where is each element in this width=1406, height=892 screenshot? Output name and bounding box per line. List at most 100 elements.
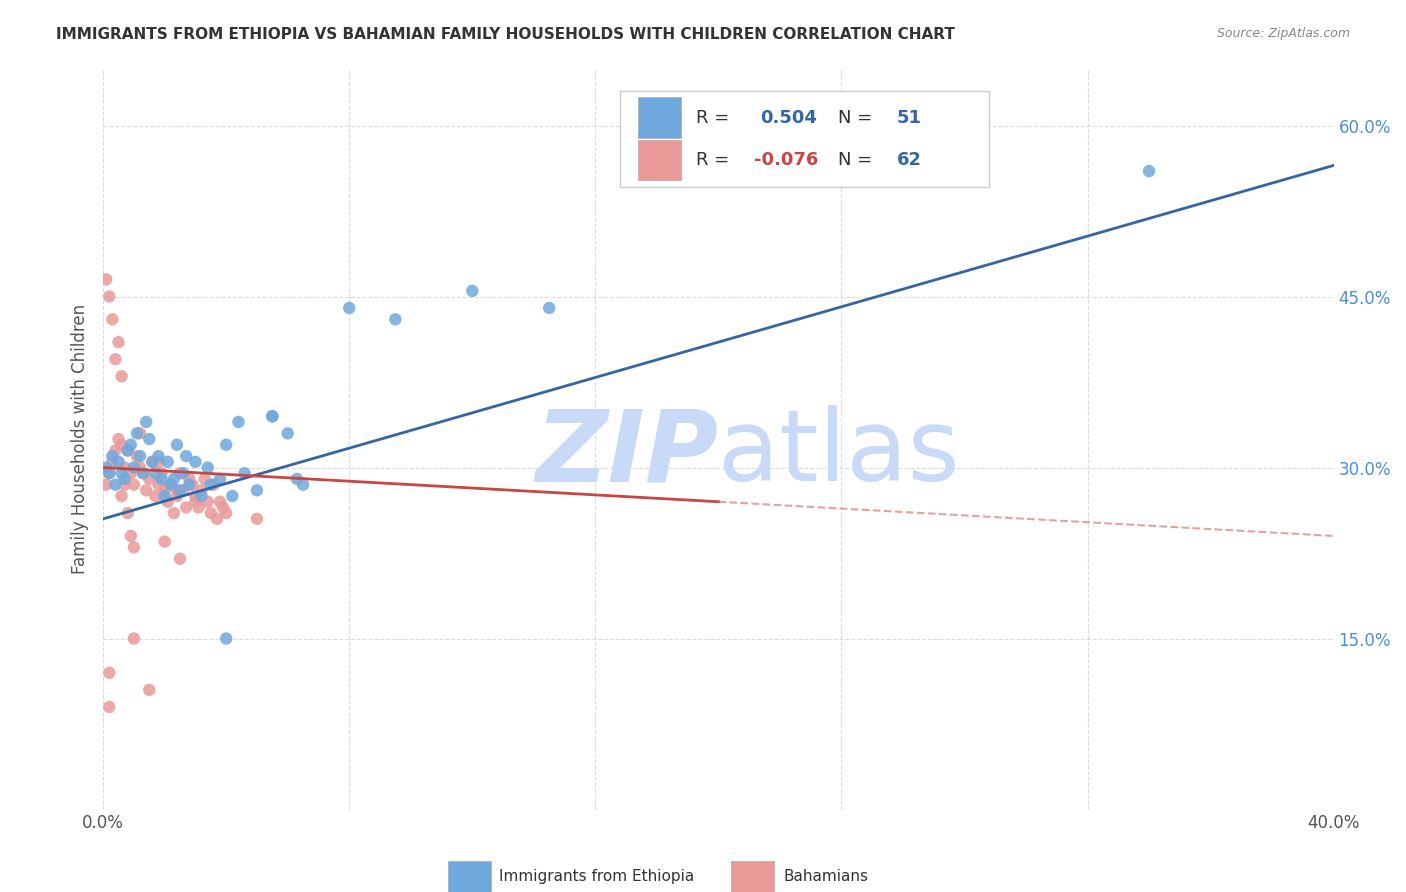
Point <box>153 534 176 549</box>
Point <box>145 489 167 503</box>
Point <box>132 467 155 481</box>
Point <box>174 449 197 463</box>
Point <box>107 432 129 446</box>
Point <box>228 415 250 429</box>
Point <box>141 455 163 469</box>
Point <box>101 449 124 463</box>
Point <box>148 449 170 463</box>
Point <box>184 455 207 469</box>
Point <box>135 415 157 429</box>
Point <box>166 483 188 498</box>
Point <box>156 455 179 469</box>
Point <box>194 472 217 486</box>
Point <box>187 500 209 515</box>
Point <box>132 467 155 481</box>
Point <box>181 477 204 491</box>
Point <box>135 483 157 498</box>
Point <box>129 460 152 475</box>
Text: ZIP: ZIP <box>536 405 718 502</box>
Point <box>179 472 201 486</box>
Point <box>233 467 256 481</box>
Point <box>246 512 269 526</box>
Point <box>156 494 179 508</box>
Point <box>153 489 176 503</box>
Point <box>215 632 238 646</box>
Text: 0.504: 0.504 <box>761 109 817 127</box>
Point <box>1137 164 1160 178</box>
Point <box>98 467 121 481</box>
Point <box>208 472 231 486</box>
Point <box>184 494 207 508</box>
Text: 62: 62 <box>897 151 922 169</box>
Point <box>202 477 225 491</box>
FancyBboxPatch shape <box>447 862 491 892</box>
Point <box>172 467 194 481</box>
Point <box>98 467 121 481</box>
Point <box>197 494 219 508</box>
Point <box>205 512 228 526</box>
Point <box>110 438 132 452</box>
Point <box>163 472 186 486</box>
Point <box>190 483 212 498</box>
Point <box>148 455 170 469</box>
Point <box>200 506 222 520</box>
Point <box>125 426 148 441</box>
Point <box>141 455 163 469</box>
Point <box>285 472 308 486</box>
Point <box>120 467 142 481</box>
Point <box>337 301 360 315</box>
Point <box>98 700 121 714</box>
Point <box>104 352 127 367</box>
FancyBboxPatch shape <box>731 862 773 892</box>
Point <box>110 467 132 481</box>
Point <box>120 438 142 452</box>
Text: R =: R = <box>696 109 741 127</box>
Y-axis label: Family Households with Children: Family Households with Children <box>72 304 89 574</box>
Point <box>208 494 231 508</box>
Text: IMMIGRANTS FROM ETHIOPIA VS BAHAMIAN FAMILY HOUSEHOLDS WITH CHILDREN CORRELATION: IMMIGRANTS FROM ETHIOPIA VS BAHAMIAN FAM… <box>56 27 955 42</box>
Point <box>122 632 145 646</box>
Point <box>101 312 124 326</box>
Point <box>138 432 160 446</box>
Point <box>277 426 299 441</box>
Point <box>96 460 118 475</box>
Point <box>707 164 730 178</box>
Point <box>197 460 219 475</box>
FancyBboxPatch shape <box>638 140 682 180</box>
Point <box>292 477 315 491</box>
Point <box>174 500 197 515</box>
Point <box>212 500 235 515</box>
Point <box>163 506 186 520</box>
Point <box>169 551 191 566</box>
Point <box>172 483 194 498</box>
Point <box>150 467 173 481</box>
Point <box>122 477 145 491</box>
Point <box>538 301 561 315</box>
Point <box>262 409 284 424</box>
FancyBboxPatch shape <box>638 97 682 138</box>
Point <box>169 483 191 498</box>
Point <box>122 541 145 555</box>
Point <box>153 483 176 498</box>
Point <box>215 438 238 452</box>
Point <box>150 472 173 486</box>
Point <box>190 489 212 503</box>
Point <box>179 477 201 491</box>
Point <box>120 529 142 543</box>
Point <box>107 335 129 350</box>
Point <box>114 460 136 475</box>
Point <box>125 449 148 463</box>
Text: Immigrants from Ethiopia: Immigrants from Ethiopia <box>499 869 695 884</box>
Point <box>138 682 160 697</box>
FancyBboxPatch shape <box>620 91 988 187</box>
Point <box>200 477 222 491</box>
Point <box>129 449 152 463</box>
Point <box>148 477 170 491</box>
Text: N =: N = <box>838 109 877 127</box>
Point <box>215 506 238 520</box>
Point <box>117 443 139 458</box>
Point <box>98 665 121 680</box>
Point <box>104 477 127 491</box>
Point <box>169 467 191 481</box>
Point <box>166 438 188 452</box>
